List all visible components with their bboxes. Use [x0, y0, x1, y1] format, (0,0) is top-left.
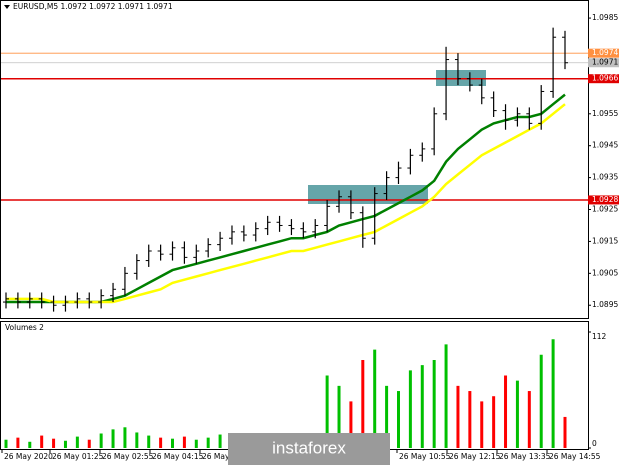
watermark-box — [228, 433, 390, 465]
v-tick-label: 0 — [592, 439, 597, 448]
y-tick-label: 1.0915 — [592, 236, 618, 245]
time-label: 26 May 04:15 — [152, 452, 204, 461]
time-label: 26 May 02:55 — [102, 452, 154, 461]
y-tick-label: 1.0955 — [592, 109, 618, 118]
time-label: 26 May 2020 — [4, 452, 53, 461]
v-tick-label: 112 — [592, 332, 607, 341]
time-label: 26 May 14:55 — [549, 452, 601, 461]
level-label: 1.0966 — [592, 74, 618, 83]
level-label-box — [588, 74, 619, 84]
time-label: 26 May 01:25 — [52, 452, 104, 461]
time-label: 26 May 13:35 — [499, 452, 551, 461]
level-label: 1.0974 — [592, 48, 618, 57]
y-tick-label: 1.0895 — [592, 300, 618, 309]
level-label: 1.0928 — [592, 195, 618, 204]
volume-title: Volumes 2 — [5, 323, 44, 332]
time-label: 26 May 12:15 — [449, 452, 501, 461]
y-tick-label: 1.0945 — [592, 141, 618, 150]
chart-title: EURUSD,M5 1.0972 1.0972 1.0971 1.0971 — [13, 2, 173, 11]
menu-arrow — [4, 5, 10, 9]
y-tick-label: 1.0925 — [592, 205, 618, 214]
watermark: instaforex — [272, 438, 346, 457]
level-label-box — [588, 48, 619, 58]
y-tick-label: 1.0985 — [592, 13, 618, 22]
level-label-box — [588, 58, 619, 68]
time-label: 26 May 10:55 — [399, 452, 451, 461]
price-pane — [0, 0, 589, 319]
y-tick-label: 1.0905 — [592, 268, 618, 277]
level-label-box — [588, 195, 619, 205]
time-label: 26 May — [202, 452, 230, 461]
zone-box — [308, 185, 428, 204]
y-tick-label: 1.0935 — [592, 173, 618, 182]
level-label: 1.0971 — [592, 58, 618, 67]
